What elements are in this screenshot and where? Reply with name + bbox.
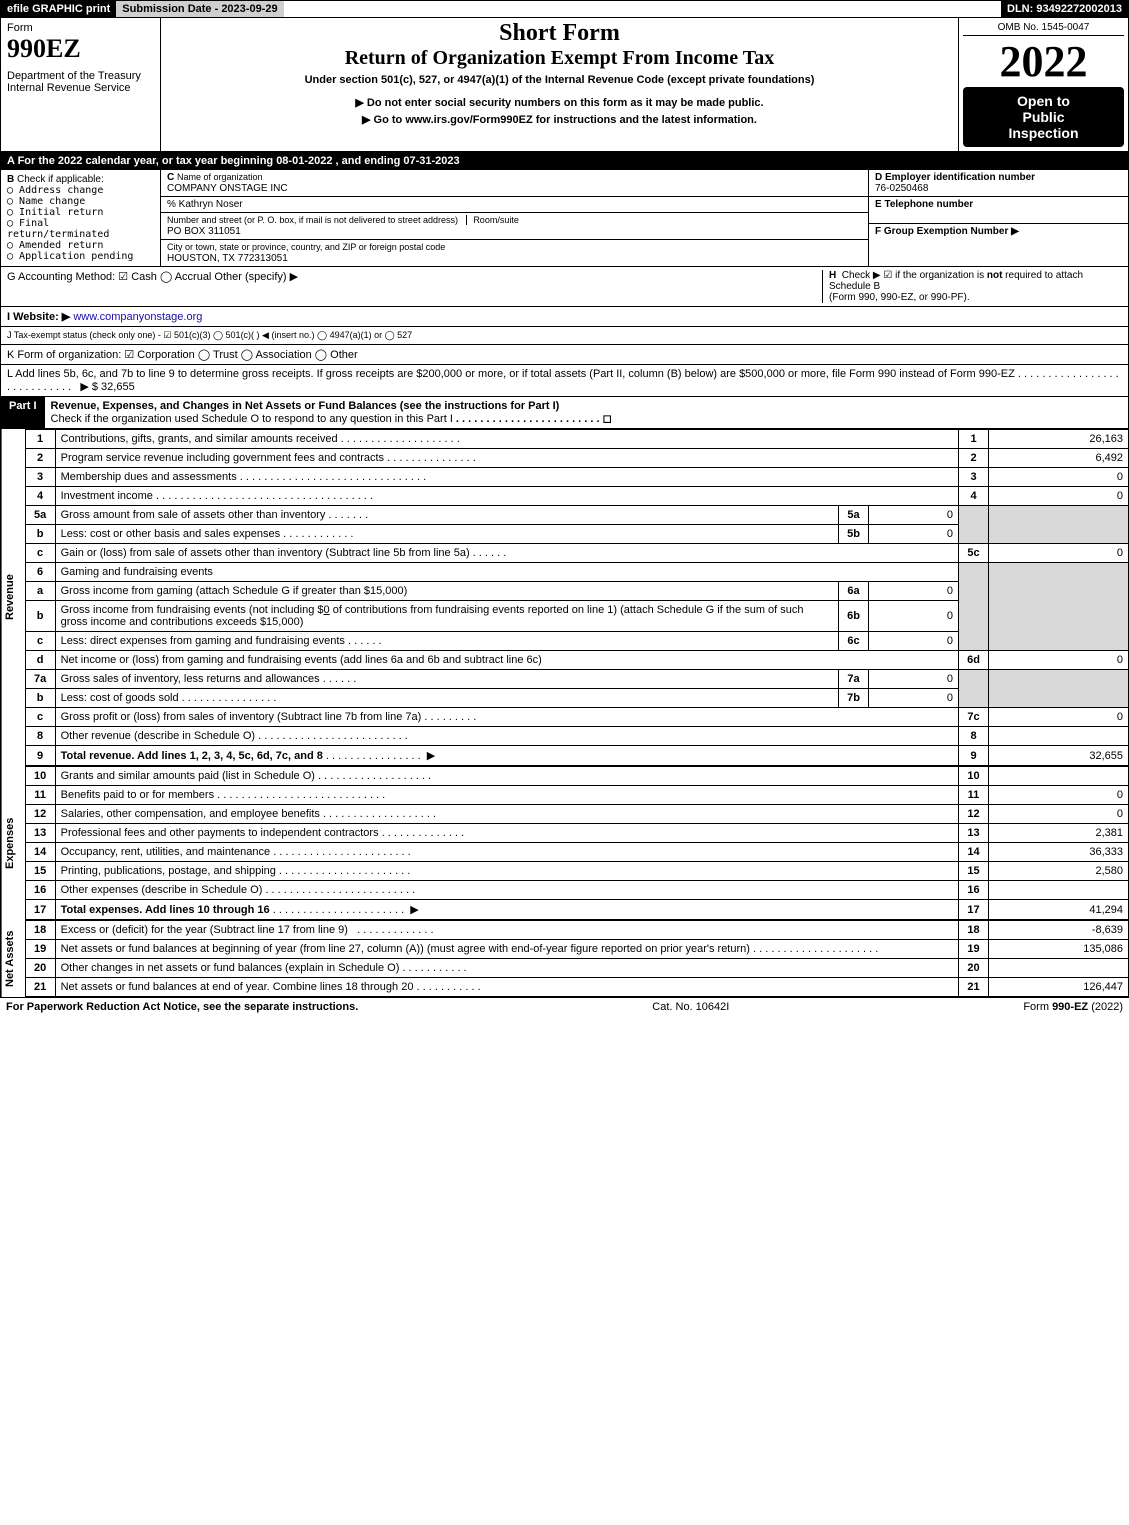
- line-l: L Add lines 5b, 6c, and 7b to line 9 to …: [0, 365, 1129, 397]
- part1-header: Part I Revenue, Expenses, and Changes in…: [0, 397, 1129, 429]
- info-grid: B Check if applicable: ◯ Address change …: [0, 170, 1129, 267]
- revenue-section: Revenue 1Contributions, gifts, grants, a…: [0, 429, 1129, 766]
- title-short: Short Form: [167, 20, 952, 47]
- title-block: Short Form Return of Organization Exempt…: [161, 18, 958, 151]
- line-h[interactable]: H Check ▶ ☑ if the organization is not r…: [822, 270, 1122, 303]
- form-word: Form: [7, 22, 154, 34]
- efile-print[interactable]: efile GRAPHIC print: [1, 1, 116, 17]
- chk-initial[interactable]: ◯ Initial return: [7, 207, 154, 218]
- submission-date: Submission Date - 2023-09-29: [116, 1, 283, 17]
- chk-name[interactable]: ◯ Name change: [7, 196, 154, 207]
- line-k[interactable]: K Form of organization: ☑ Corporation ◯ …: [0, 345, 1129, 365]
- part1-label: Part I: [1, 397, 45, 428]
- top-bar: efile GRAPHIC print Submission Date - 20…: [0, 0, 1129, 18]
- right-block: OMB No. 1545-0047 2022 Open toPublicInsp…: [958, 18, 1128, 151]
- line-j[interactable]: J Tax-exempt status (check only one) - ☑…: [0, 327, 1129, 345]
- chk-final[interactable]: ◯ Final return/terminated: [7, 218, 154, 240]
- title-main: Return of Organization Exempt From Incom…: [167, 47, 952, 70]
- expenses-label: Expenses: [1, 766, 25, 920]
- box-b: B Check if applicable: ◯ Address change …: [1, 170, 161, 266]
- line-i: I Website: ▶ www.companyonstage.org: [0, 307, 1129, 327]
- dln: DLN: 93492272002013: [1001, 1, 1128, 17]
- netassets-section: Net Assets 18Excess or (deficit) for the…: [0, 920, 1129, 997]
- omb: OMB No. 1545-0047: [963, 22, 1124, 36]
- org-name: COMPANY ONSTAGE INC: [167, 183, 288, 194]
- line-a: A For the 2022 calendar year, or tax yea…: [0, 152, 1129, 170]
- subline: Under section 501(c), 527, or 4947(a)(1)…: [167, 74, 952, 86]
- chk-amended[interactable]: ◯ Amended return: [7, 240, 154, 251]
- line-gh: G Accounting Method: ☑ Cash ◯ Accrual Ot…: [0, 267, 1129, 307]
- footer-right: Form 990-EZ (2022): [1023, 1001, 1123, 1013]
- ein: 76-0250468: [875, 183, 928, 194]
- revenue-label: Revenue: [1, 429, 25, 766]
- box-def: D Employer identification number76-02504…: [868, 170, 1128, 266]
- netassets-label: Net Assets: [1, 920, 25, 997]
- street: PO BOX 311051: [167, 226, 241, 237]
- open-public: Open toPublicInspection: [963, 87, 1124, 147]
- care-of: % Kathryn Noser: [161, 197, 868, 213]
- dept: Department of the Treasury: [7, 70, 154, 82]
- chk-address[interactable]: ◯ Address change: [7, 185, 154, 196]
- netassets-table: 18Excess or (deficit) for the year (Subt…: [25, 920, 1129, 997]
- box-c: C Name of organization COMPANY ONSTAGE I…: [161, 170, 868, 266]
- city: HOUSTON, TX 772313051: [167, 253, 288, 264]
- footer: For Paperwork Reduction Act Notice, see …: [0, 997, 1129, 1016]
- tax-year: 2022: [963, 36, 1124, 87]
- footer-left: For Paperwork Reduction Act Notice, see …: [6, 1001, 358, 1013]
- revenue-table: 1Contributions, gifts, grants, and simil…: [25, 429, 1129, 766]
- footer-center: Cat. No. 10642I: [652, 1001, 729, 1013]
- goto[interactable]: ▶ Go to www.irs.gov/Form990EZ for instru…: [167, 113, 952, 126]
- line-g[interactable]: G Accounting Method: ☑ Cash ◯ Accrual Ot…: [7, 270, 822, 303]
- website-link[interactable]: www.companyonstage.org: [73, 311, 202, 323]
- form-id-block: Form 990EZ Department of the Treasury In…: [1, 18, 161, 151]
- form-number: 990EZ: [7, 34, 154, 64]
- expenses-section: Expenses 10Grants and similar amounts pa…: [0, 766, 1129, 920]
- warn: ▶ Do not enter social security numbers o…: [167, 96, 952, 109]
- chk-pending[interactable]: ◯ Application pending: [7, 251, 154, 262]
- expenses-table: 10Grants and similar amounts paid (list …: [25, 766, 1129, 920]
- irs: Internal Revenue Service: [7, 82, 154, 94]
